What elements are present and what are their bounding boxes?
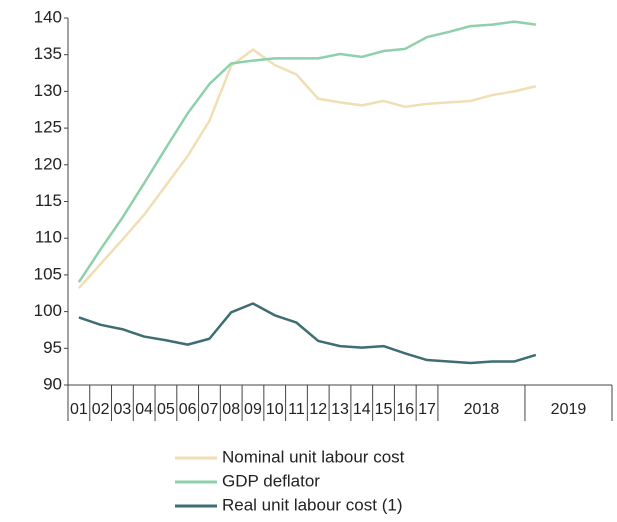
y-tick-label: 105 (34, 264, 62, 283)
y-tick-label: 140 (34, 7, 62, 26)
x-tick-label: 13 (331, 401, 349, 418)
y-tick-label: 100 (34, 301, 62, 320)
series-line (77, 48, 537, 289)
x-tick-label: 04 (135, 401, 153, 418)
x-tick-label: 17 (418, 401, 436, 418)
y-tick-label: 110 (35, 228, 62, 247)
legend-label: Real unit labour cost (1) (222, 495, 402, 514)
y-tick-label: 115 (35, 191, 62, 210)
x-tick-label: 02 (92, 401, 110, 418)
y-tick-label: 125 (34, 118, 62, 137)
x-group-label: 2019 (551, 401, 587, 418)
x-tick-label: 07 (201, 401, 219, 418)
x-tick-label: 10 (266, 401, 284, 418)
y-tick-label: 130 (34, 81, 62, 100)
series-line (77, 20, 537, 283)
x-tick-label: 15 (375, 401, 393, 418)
legend-label: Nominal unit labour cost (222, 447, 405, 466)
x-tick-label: 06 (179, 401, 197, 418)
x-tick-label: 12 (309, 401, 327, 418)
x-tick-label: 03 (114, 401, 132, 418)
x-tick-label: 05 (157, 401, 175, 418)
series-line (78, 302, 537, 365)
y-tick-label: 135 (34, 44, 62, 63)
x-tick-label: 08 (222, 401, 240, 418)
x-tick-label: 09 (244, 401, 262, 418)
y-tick-label: 90 (43, 374, 62, 393)
legend-label: GDP deflator (222, 471, 320, 490)
x-group-label: 2018 (464, 401, 500, 418)
x-tick-label: 11 (288, 401, 305, 418)
x-tick-label: 16 (396, 401, 414, 418)
x-tick-label: 01 (70, 401, 88, 418)
x-tick-label: 14 (353, 401, 371, 418)
y-tick-label: 120 (34, 154, 62, 173)
y-tick-label: 95 (43, 338, 62, 357)
